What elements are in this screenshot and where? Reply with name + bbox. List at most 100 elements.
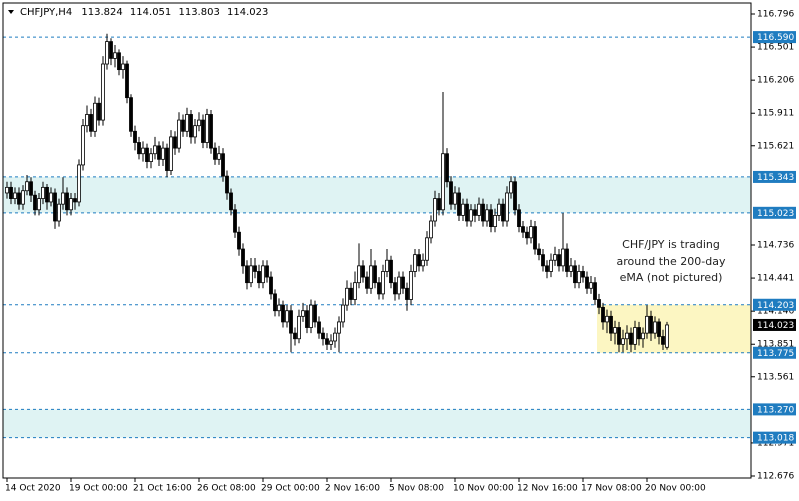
candle-body <box>89 114 93 132</box>
candle-body <box>249 265 253 284</box>
candle-body <box>293 332 297 340</box>
candle-body <box>313 304 317 323</box>
candle-body <box>109 41 113 59</box>
y-tick-label: 114.441 <box>757 274 794 284</box>
candle-body <box>605 315 609 323</box>
price-label-box <box>753 318 796 331</box>
candle-body <box>301 310 305 317</box>
candle-body <box>9 186 13 199</box>
candle-body <box>137 142 141 155</box>
candle-body <box>65 192 69 211</box>
candle-body <box>77 164 81 203</box>
candle-body <box>553 254 557 261</box>
annotation: CHF/JPY is trading <box>622 238 720 251</box>
candle-body <box>489 209 493 228</box>
candle-body <box>117 52 121 71</box>
candle-body <box>645 315 649 334</box>
y-tick-label: 116.796 <box>757 10 794 20</box>
candle-body <box>169 136 173 171</box>
price-label: 113.018 <box>757 434 794 444</box>
candle-body <box>585 276 589 289</box>
candle-body <box>537 248 541 256</box>
last-open: 113.824 <box>81 7 122 18</box>
candle-body <box>5 186 9 194</box>
candle-body <box>617 327 621 345</box>
price-label-box <box>753 31 796 44</box>
candle-body <box>513 181 517 211</box>
x-tick-label: 12 Nov 16:00 <box>517 484 578 494</box>
y-tick-label: 115.621 <box>757 141 794 151</box>
y-tick-label: 115.911 <box>757 109 794 119</box>
y-tick-label: 113.561 <box>757 372 794 382</box>
candle-body <box>281 304 285 323</box>
candle-body <box>545 265 549 272</box>
candle-body <box>337 321 341 334</box>
candle-body <box>229 192 233 211</box>
candle-body <box>629 332 633 345</box>
candle-body <box>349 287 353 300</box>
candle-body <box>17 192 21 205</box>
candle-body <box>189 114 193 138</box>
candle-body <box>549 259 553 272</box>
candle-body <box>501 203 505 222</box>
candle-body <box>233 209 237 233</box>
candle-body <box>405 287 409 300</box>
y-tick-label: 116.501 <box>757 43 794 53</box>
candle-body <box>641 332 645 340</box>
candle-body <box>381 271 385 295</box>
candle-body <box>21 190 25 205</box>
candle-body <box>205 114 209 143</box>
x-tick-label: 20 Nov 00:00 <box>645 484 706 494</box>
candle-body <box>121 63 125 71</box>
chart-title: CHFJPY,H4 <box>20 7 72 18</box>
candle-body <box>573 265 577 284</box>
candle-body <box>265 265 269 278</box>
candle-body <box>165 147 169 171</box>
candle-body <box>197 119 201 127</box>
candle-body <box>129 97 133 132</box>
candle-body <box>445 153 449 183</box>
candle-body <box>25 181 29 192</box>
candle-body <box>413 254 417 272</box>
candle-body <box>357 265 361 284</box>
candle-body <box>377 282 381 295</box>
candle-body <box>29 181 33 196</box>
candle-body <box>297 315 301 340</box>
candle-body <box>41 186 45 199</box>
candle-body <box>133 130 137 143</box>
candle-body <box>181 119 185 132</box>
candle-body <box>409 271 413 300</box>
candle-body <box>237 231 241 250</box>
candle-body <box>421 259 425 267</box>
plot-frame <box>2 2 752 479</box>
candle-body <box>61 192 65 205</box>
candle-body <box>45 186 49 203</box>
candle-body <box>69 198 73 211</box>
candle-body <box>517 209 521 228</box>
candle-body <box>345 287 349 306</box>
x-tick-label: 21 Oct 16:00 <box>133 484 192 494</box>
candle-body <box>429 220 433 239</box>
candle-body <box>373 265 377 284</box>
candle-body <box>85 114 89 127</box>
candle-body <box>309 304 313 328</box>
price-label: 114.203 <box>757 301 794 311</box>
candle-body <box>73 198 77 203</box>
candle-body <box>269 276 273 295</box>
candle-body <box>385 259 389 272</box>
candle-body <box>289 310 293 334</box>
y-tick-label: 112.676 <box>757 472 794 482</box>
price-label-box <box>753 346 796 359</box>
candle-body <box>221 153 225 177</box>
candle-body <box>465 203 469 222</box>
y-tick-label: 116.206 <box>757 76 794 86</box>
candle-body <box>441 153 445 211</box>
x-tick-label: 26 Oct 08:00 <box>197 484 256 494</box>
candle-body <box>157 145 161 160</box>
menu-arrow <box>8 10 14 14</box>
candle-body <box>105 41 109 65</box>
y-tick-label: 113.851 <box>757 340 794 350</box>
candle-body <box>393 282 397 295</box>
candle-body <box>185 114 189 132</box>
price-label-box <box>753 298 796 311</box>
